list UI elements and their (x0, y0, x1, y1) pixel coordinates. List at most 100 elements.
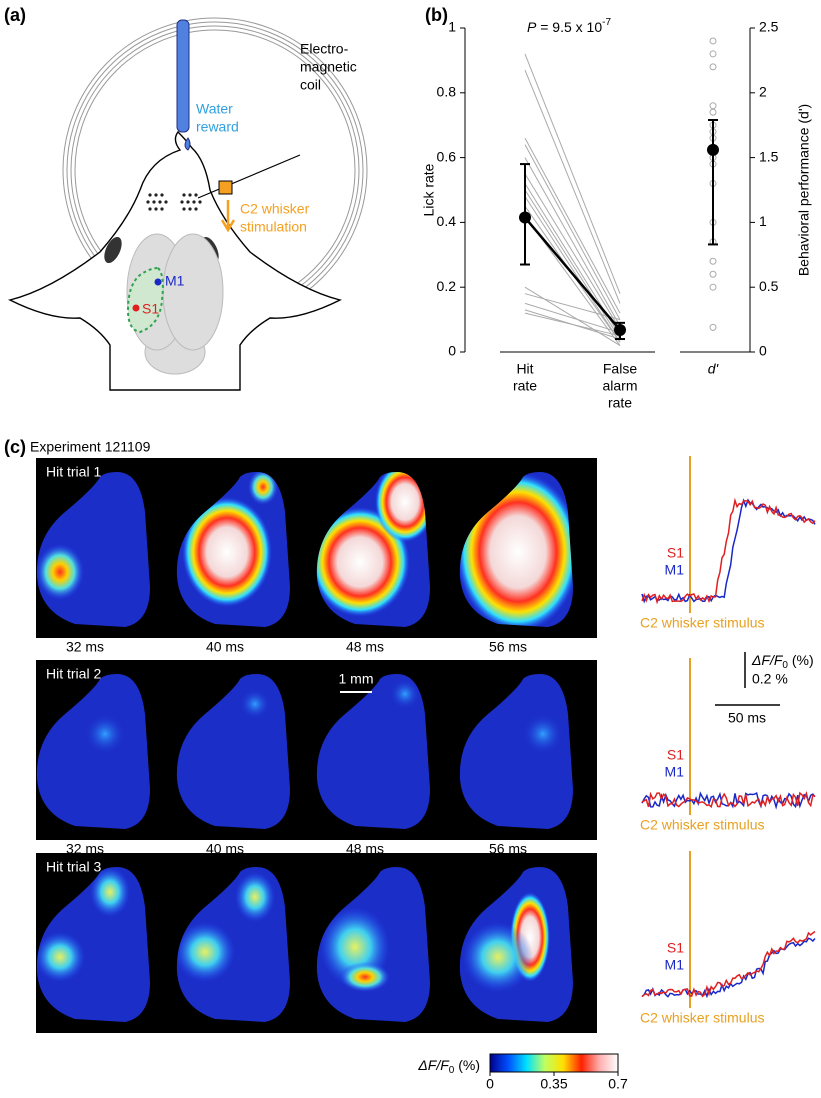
activity-spot (36, 932, 85, 982)
y-tick-label: 0 (448, 343, 456, 359)
activity (36, 544, 84, 600)
time-label: 48 ms (346, 841, 384, 857)
y-tick-label: 1 (759, 213, 767, 229)
subject-line (524, 286, 621, 346)
coil-label: coil (300, 77, 321, 93)
panel-label: (a) (4, 5, 26, 25)
label-sub: 0 (449, 1065, 455, 1076)
m1-dot (154, 278, 162, 286)
m1-label: M1 (665, 764, 685, 780)
activity (390, 679, 420, 709)
subject-line (524, 312, 621, 337)
activity-spot (85, 714, 125, 754)
time-label: 40 ms (206, 841, 244, 857)
subject-point (709, 323, 717, 331)
cortex-map (316, 674, 430, 829)
trial-title: Hit trial 3 (46, 859, 101, 875)
water-drop (184, 137, 191, 151)
y-tick-label: 0.5 (759, 278, 779, 294)
subject-line (524, 189, 621, 340)
p-symbol: P (527, 19, 537, 35)
mean-point (519, 211, 531, 224)
activity-spot (248, 472, 278, 505)
p-value: P = 9.5 x 10-7 (527, 17, 611, 35)
activity-spot (463, 922, 533, 992)
x-tick-label: 0 (486, 1076, 494, 1092)
coil-label: Electro- (300, 41, 349, 57)
subject-point (709, 257, 717, 265)
y-tick-label: 0 (759, 343, 767, 359)
activity (320, 907, 390, 992)
subject-line (524, 53, 621, 294)
trace (641, 497, 816, 605)
time-label: 32 ms (66, 639, 104, 655)
label-main: ΔF/F (417, 1057, 450, 1073)
y-tick-label: 0.8 (437, 84, 457, 100)
activity (463, 892, 550, 992)
y-tick-label: 2.5 (759, 19, 779, 35)
s1-label: S1 (142, 301, 159, 317)
time-label: 48 ms (346, 639, 384, 655)
x-tick-label: rate (608, 395, 632, 411)
colorbar: 0 0.35 0.7ΔF/F0 (%) (417, 1053, 628, 1092)
subject-line (524, 69, 621, 304)
s1-label: S1 (667, 747, 684, 763)
stim-label: C2 whisker (240, 201, 310, 217)
trace (641, 930, 816, 998)
amp-scale-value: 0.2 % (752, 671, 788, 687)
trace (641, 937, 816, 999)
subject-point (709, 63, 717, 71)
coil-label: magnetic (300, 59, 357, 75)
water-label: reward (196, 119, 239, 135)
subject-point (709, 108, 717, 116)
scale-bar-label: 1 mm (339, 671, 374, 687)
time-label: 56 ms (489, 639, 527, 655)
trial-title: Hit trial 2 (46, 666, 101, 682)
stimulus-label: C2 whisker stimulus (640, 1010, 764, 1026)
y-axis-label: Lick rate (421, 163, 437, 216)
label-sub: 0 (782, 660, 788, 671)
y-tick-label: 0.2 (437, 278, 457, 294)
whisker (197, 154, 301, 199)
image-rows: Hit trial 1 32 ms 40 ms 48 ms 56 ms Hit trial… (36, 458, 597, 1033)
cortex-map (459, 674, 573, 829)
cortex-map (36, 674, 150, 829)
subject-line (524, 137, 621, 314)
s1-dot (132, 304, 140, 312)
stimulator (218, 180, 233, 195)
activity (182, 472, 278, 607)
amp-scale-label: ΔF/F0 (%) (751, 652, 814, 671)
activity-spot (90, 867, 130, 917)
activity (523, 714, 563, 754)
x-tick-label: Hit (516, 361, 533, 377)
subject-line (524, 144, 621, 320)
water-tube (176, 19, 190, 133)
activity-spot (36, 544, 84, 600)
subject-line (524, 173, 621, 330)
y-tick-label: 2 (759, 84, 767, 100)
subject-point (709, 102, 717, 110)
x-tick-label: False (603, 361, 637, 377)
time-label: 40 ms (206, 639, 244, 655)
x-tick-label: alarm (602, 378, 637, 394)
activity-spot (523, 714, 563, 754)
label-unit: (%) (454, 1057, 480, 1073)
trace (641, 790, 816, 809)
x-tick-label: 0.35 (540, 1076, 567, 1092)
stim-arrow (220, 200, 236, 233)
y-tick-label: 1 (448, 19, 456, 35)
subject-line (524, 196, 621, 343)
activity-spot (240, 689, 270, 719)
x-tick-label: rate (513, 378, 537, 394)
m1-label: M1 (665, 562, 685, 578)
y-tick-label: 0.4 (437, 213, 457, 229)
time-label: 32 ms (66, 841, 104, 857)
subject-line (524, 293, 621, 321)
water-label: Water (196, 101, 233, 117)
activity (176, 872, 275, 982)
colorbar-label: ΔF/F0 (%) (417, 1057, 480, 1076)
stimulus-label: C2 whisker stimulus (640, 615, 764, 631)
